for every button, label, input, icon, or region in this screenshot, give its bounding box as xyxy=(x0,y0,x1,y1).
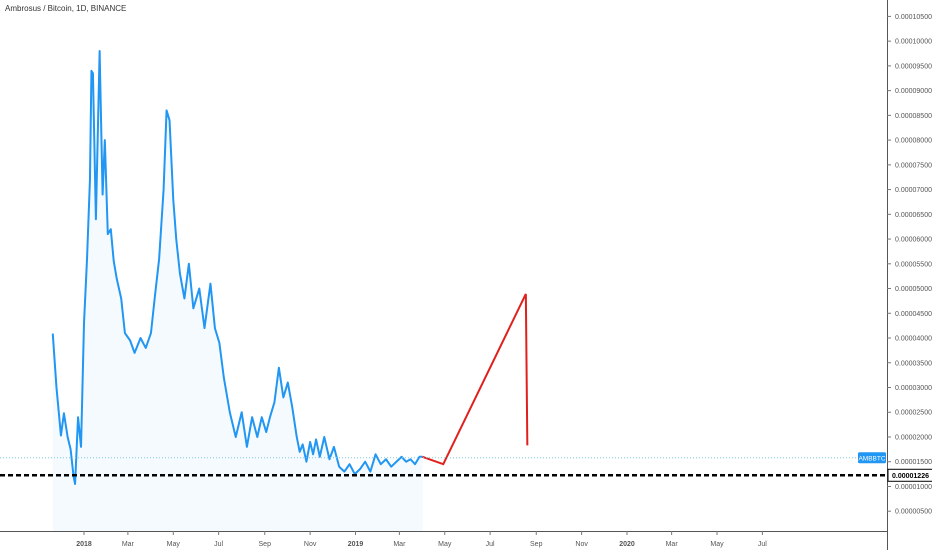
x-tick-label: 2018 xyxy=(76,541,92,548)
series-line-ambbtc[interactable] xyxy=(51,50,423,485)
x-tick-label: 2019 xyxy=(348,541,364,548)
y-tick-label: 0.00008000 xyxy=(895,138,932,145)
y-tick-label: 0.00010500 xyxy=(895,14,932,21)
y-tick-label: 0.00000500 xyxy=(895,509,932,516)
x-tick-label: Nov xyxy=(575,541,588,548)
projection-line[interactable] xyxy=(422,293,529,466)
y-tick-label: 0.00004000 xyxy=(895,336,932,343)
y-tick-label: 0.00009000 xyxy=(895,88,932,95)
y-tick-label: 0.00003500 xyxy=(895,360,932,367)
x-tick-label: Nov xyxy=(304,541,317,548)
ticker-label-box xyxy=(858,452,886,464)
y-tick-label: 0.00001000 xyxy=(895,484,932,491)
x-tick-label: Mar xyxy=(666,541,679,548)
x-tick-label: 2020 xyxy=(619,541,635,548)
x-tick-label: Jul xyxy=(758,541,767,548)
x-tick-label: May xyxy=(167,541,181,548)
y-tick-label: 0.00003000 xyxy=(895,385,932,392)
y-tick-label: 0.00002000 xyxy=(895,434,932,441)
y-tick-label: 0.00007000 xyxy=(895,187,932,194)
y-tick-label: 0.00004500 xyxy=(895,311,932,318)
chart-title: Ambrosus / Bitcoin, 1D, BINANCE xyxy=(5,4,127,13)
y-tick-label: 0.00006500 xyxy=(895,212,932,219)
x-tick-label: Jul xyxy=(214,541,223,548)
ticker-label-text: AMBBTC xyxy=(858,455,885,462)
x-tick-label: Jul xyxy=(486,541,495,548)
y-tick-label: 0.00009500 xyxy=(895,63,932,70)
x-axis-ticks: 2018 Mar May Jul Sep Nov 2019 Mar May Jul Sep Nov 20… xyxy=(76,531,767,548)
y-tick-label: 0.00006000 xyxy=(895,237,932,244)
series-area-ambbtc xyxy=(52,51,423,531)
x-tick-label: May xyxy=(710,541,724,548)
x-tick-label: Sep xyxy=(259,541,272,548)
y-tick-label: 0.00007500 xyxy=(895,162,932,169)
x-tick-label: May xyxy=(438,541,452,548)
y-tick-label: 0.00005000 xyxy=(895,286,932,293)
y-tick-label: 0.00010000 xyxy=(895,39,932,46)
y-tick-label: 0.00001500 xyxy=(895,459,932,466)
price-label-box xyxy=(887,468,932,482)
y-tick-label: 0.00008500 xyxy=(895,113,932,120)
y-axis-ticks: 0.00010500 0.00010000 0.00009500 0.00009000… xyxy=(887,14,932,516)
x-tick-label: Sep xyxy=(530,541,543,548)
y-tick-label: 0.00005500 xyxy=(895,261,932,268)
x-tick-label: Mar xyxy=(393,541,406,548)
price-label-text: 0.00001226 xyxy=(892,473,929,480)
x-tick-label: Mar xyxy=(122,541,135,548)
y-tick-label: 0.00002500 xyxy=(895,410,932,417)
